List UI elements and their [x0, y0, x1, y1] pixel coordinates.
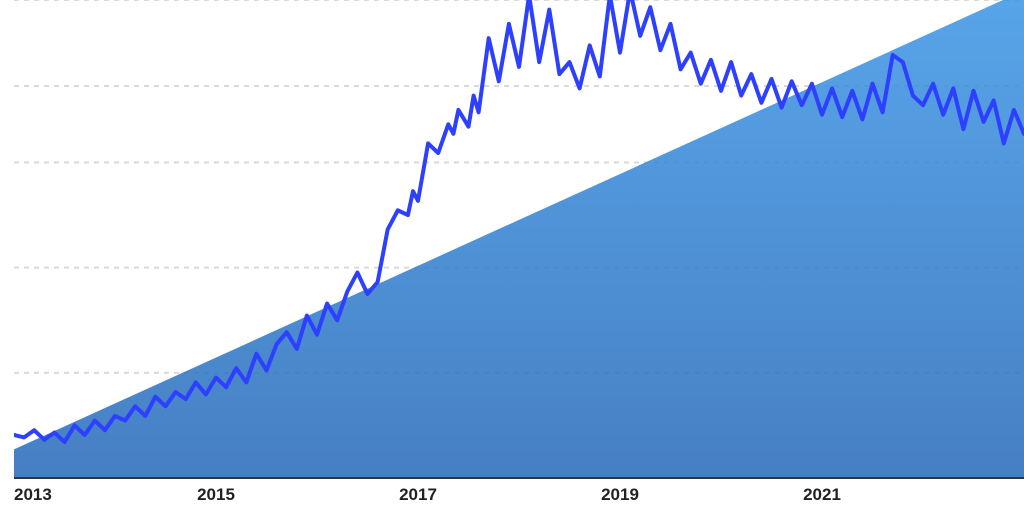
x-tick-label: 2017: [399, 485, 437, 504]
x-tick-label: 2015: [197, 485, 235, 504]
x-tick-label: 2021: [803, 485, 841, 504]
x-tick-label: 2013: [14, 485, 52, 504]
x-tick-labels: 2013 2015 2017 2019 2021: [14, 485, 841, 504]
x-tick-label: 2019: [601, 485, 639, 504]
time-series-chart: 2013 2015 2017 2019 2021: [0, 0, 1024, 512]
